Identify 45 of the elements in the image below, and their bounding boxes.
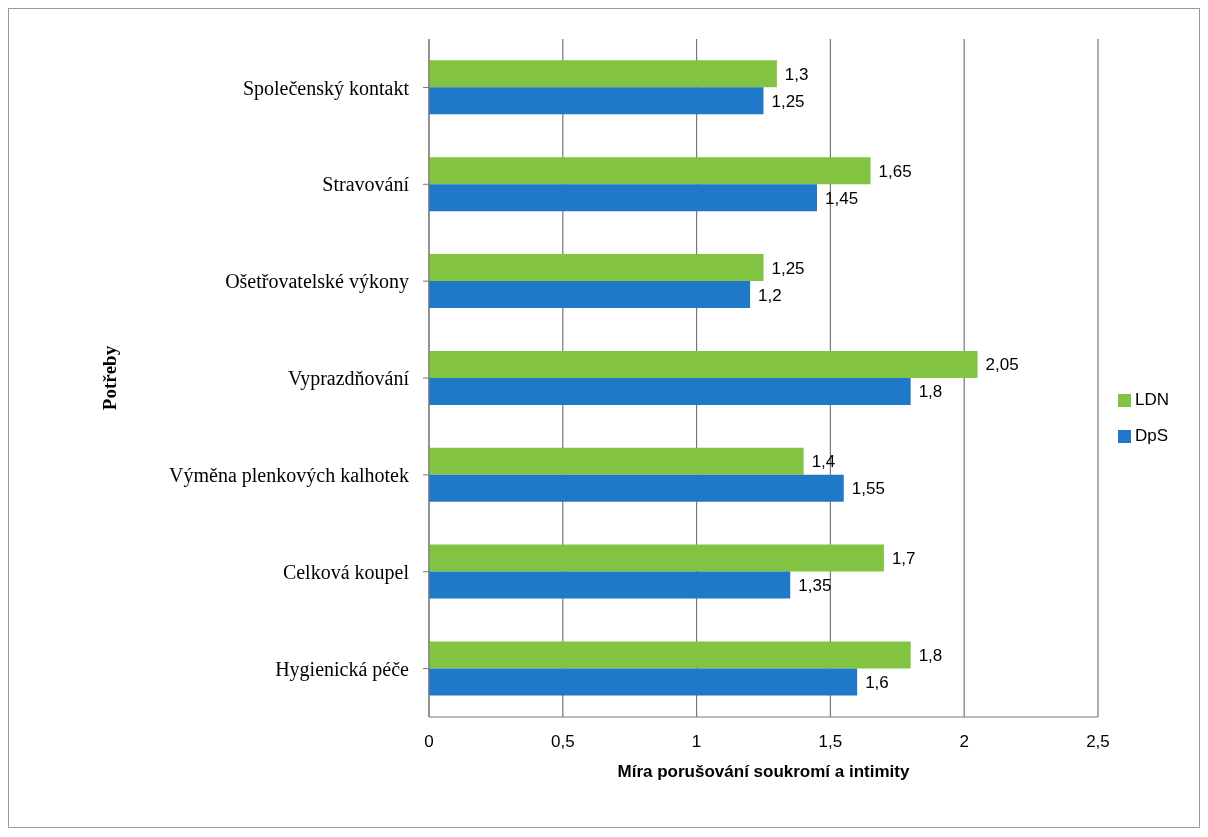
data-label: 1,25 — [771, 91, 805, 111]
data-label: 1,25 — [771, 258, 805, 278]
y-tick-label: Celková koupel — [282, 560, 410, 584]
bar — [429, 641, 911, 669]
bar — [429, 350, 978, 378]
bar — [429, 377, 911, 405]
bar — [429, 87, 764, 115]
y-tick-label: Ošetřovatelské výkony — [225, 270, 409, 294]
data-label: 2,05 — [985, 355, 1019, 375]
data-label: 1,8 — [918, 382, 943, 402]
data-label: 1,6 — [865, 672, 889, 692]
x-tick-label: 0,5 — [550, 732, 575, 752]
x-tick-label: 1 — [691, 732, 702, 752]
legend-label: DpS — [1134, 426, 1169, 445]
data-label: 1,3 — [784, 64, 809, 84]
x-tick-label: 2,5 — [1086, 732, 1110, 752]
data-label: 1,7 — [891, 549, 916, 569]
bar — [429, 254, 764, 282]
bar — [429, 60, 777, 88]
data-label: 1,55 — [851, 479, 885, 499]
x-tick-label: 1,5 — [818, 732, 843, 752]
y-tick-label: Výměna plenkových kalhotek — [169, 463, 409, 487]
y-tick-label: Vyprazdňování — [287, 367, 410, 391]
bar — [429, 474, 844, 502]
bar — [429, 668, 858, 696]
data-label: 1,65 — [878, 161, 912, 181]
bar — [429, 571, 791, 599]
legend-label: LDN — [1134, 390, 1169, 409]
data-label: 1,45 — [825, 188, 859, 208]
x-axis-title: Míra porušování soukromí a intimity — [617, 762, 910, 781]
y-tick-label: Stravování — [322, 173, 410, 196]
x-tick-label: 0 — [424, 732, 434, 752]
x-tick-label: 2 — [959, 732, 969, 752]
bar — [429, 447, 804, 475]
y-tick-label: Společenský kontakt — [242, 76, 410, 100]
bar — [429, 281, 751, 309]
bar — [429, 544, 884, 572]
data-label: 1,35 — [798, 576, 832, 596]
bar — [429, 184, 818, 212]
data-label: 1,4 — [811, 452, 836, 472]
y-axis-title: Potřeby — [98, 345, 120, 411]
data-label: 1,8 — [918, 645, 943, 665]
data-label: 1,2 — [758, 285, 782, 305]
y-tick-label: Hygienická péče — [275, 657, 410, 681]
bar — [429, 157, 871, 185]
